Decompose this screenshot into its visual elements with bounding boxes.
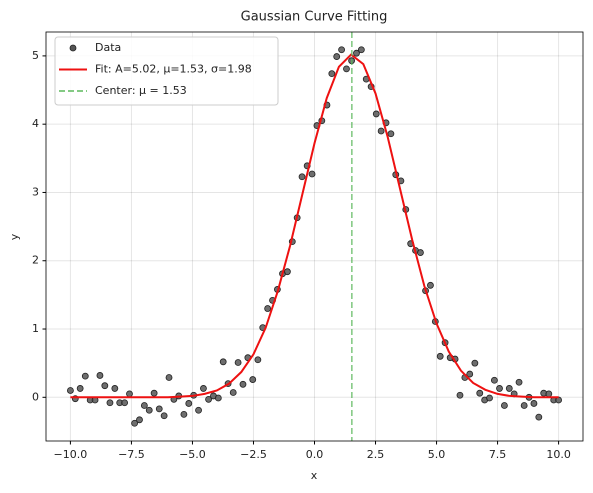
data-point xyxy=(126,390,133,398)
y-tick-label: 5 xyxy=(32,49,39,62)
data-point xyxy=(284,268,291,276)
data-point xyxy=(96,372,104,379)
data-point xyxy=(505,385,513,392)
data-point xyxy=(427,281,434,289)
data-point xyxy=(501,402,508,409)
data-point xyxy=(214,394,222,402)
data-point xyxy=(338,46,345,54)
data-point xyxy=(496,385,503,392)
y-tick-label: 2 xyxy=(32,254,39,267)
data-point xyxy=(535,413,543,421)
data-point xyxy=(298,173,306,181)
chart-title: Gaussian Curve Fitting xyxy=(241,10,388,25)
data-point xyxy=(106,399,114,407)
data-point xyxy=(140,402,148,409)
data-point xyxy=(471,359,479,367)
y-tick-label: 0 xyxy=(32,390,39,403)
data-point xyxy=(67,387,74,394)
data-point xyxy=(111,385,119,392)
data-point xyxy=(387,130,395,138)
data-point xyxy=(200,385,207,392)
data-point xyxy=(436,352,444,360)
legend-label: Data xyxy=(95,41,121,54)
data-point xyxy=(343,65,350,73)
x-tick-label: 7.5 xyxy=(489,448,507,461)
x-tick-label: −5.0 xyxy=(179,448,206,461)
data-point xyxy=(234,359,242,366)
x-tick-label: −7.5 xyxy=(118,448,145,461)
data-point xyxy=(165,374,173,381)
y-tick-label: 1 xyxy=(32,322,39,335)
data-point xyxy=(101,382,109,390)
y-tick-label: 4 xyxy=(32,117,39,130)
x-tick-label: −2.5 xyxy=(240,448,267,461)
data-point xyxy=(372,110,380,118)
data-point xyxy=(328,70,336,78)
fit-line xyxy=(70,53,559,399)
data-point xyxy=(515,378,523,386)
data-point xyxy=(145,406,153,414)
x-tick-label: 0.0 xyxy=(306,448,324,461)
legend-marker xyxy=(69,44,77,52)
data-point xyxy=(353,49,360,57)
x-axis-label: x xyxy=(311,469,318,482)
data-point xyxy=(520,402,528,409)
data-point xyxy=(357,46,365,54)
data-point xyxy=(229,389,237,396)
data-point xyxy=(81,372,89,380)
data-point xyxy=(308,170,316,178)
data-point xyxy=(417,249,424,256)
data-point xyxy=(195,406,202,414)
data-point xyxy=(219,358,227,366)
data-point xyxy=(136,416,143,424)
data-point xyxy=(185,400,193,407)
y-axis-label: y xyxy=(8,233,21,240)
data-point xyxy=(180,410,188,418)
data-point xyxy=(254,356,262,364)
data-point xyxy=(264,305,272,312)
legend-label: Center: μ = 1.53 xyxy=(95,84,187,97)
y-tick-label: 3 xyxy=(32,185,39,198)
data-point xyxy=(121,399,128,407)
data-point xyxy=(150,389,158,397)
data-point xyxy=(377,127,385,135)
data-point xyxy=(486,394,493,402)
data-point xyxy=(249,376,257,383)
data-point xyxy=(160,412,168,420)
x-tick-label: 10.0 xyxy=(546,448,571,461)
data-point xyxy=(530,400,538,407)
data-point xyxy=(76,385,84,392)
data-point xyxy=(239,380,247,388)
legend-label: Fit: A=5.02, μ=1.53, σ=1.98 xyxy=(95,63,252,76)
plot-frame xyxy=(45,31,584,442)
data-point xyxy=(456,391,464,399)
data-point xyxy=(333,53,341,60)
x-tick-label: 2.5 xyxy=(367,448,385,461)
data-point xyxy=(131,419,139,427)
legend-box xyxy=(54,36,279,106)
data-point xyxy=(490,376,498,384)
data-point xyxy=(205,395,212,403)
data-point xyxy=(155,405,163,413)
data-point xyxy=(476,389,484,397)
data-point xyxy=(466,370,474,378)
x-tick-label: −10.0 xyxy=(54,448,88,461)
data-point xyxy=(545,390,553,398)
x-tick-label: 5.0 xyxy=(428,448,446,461)
